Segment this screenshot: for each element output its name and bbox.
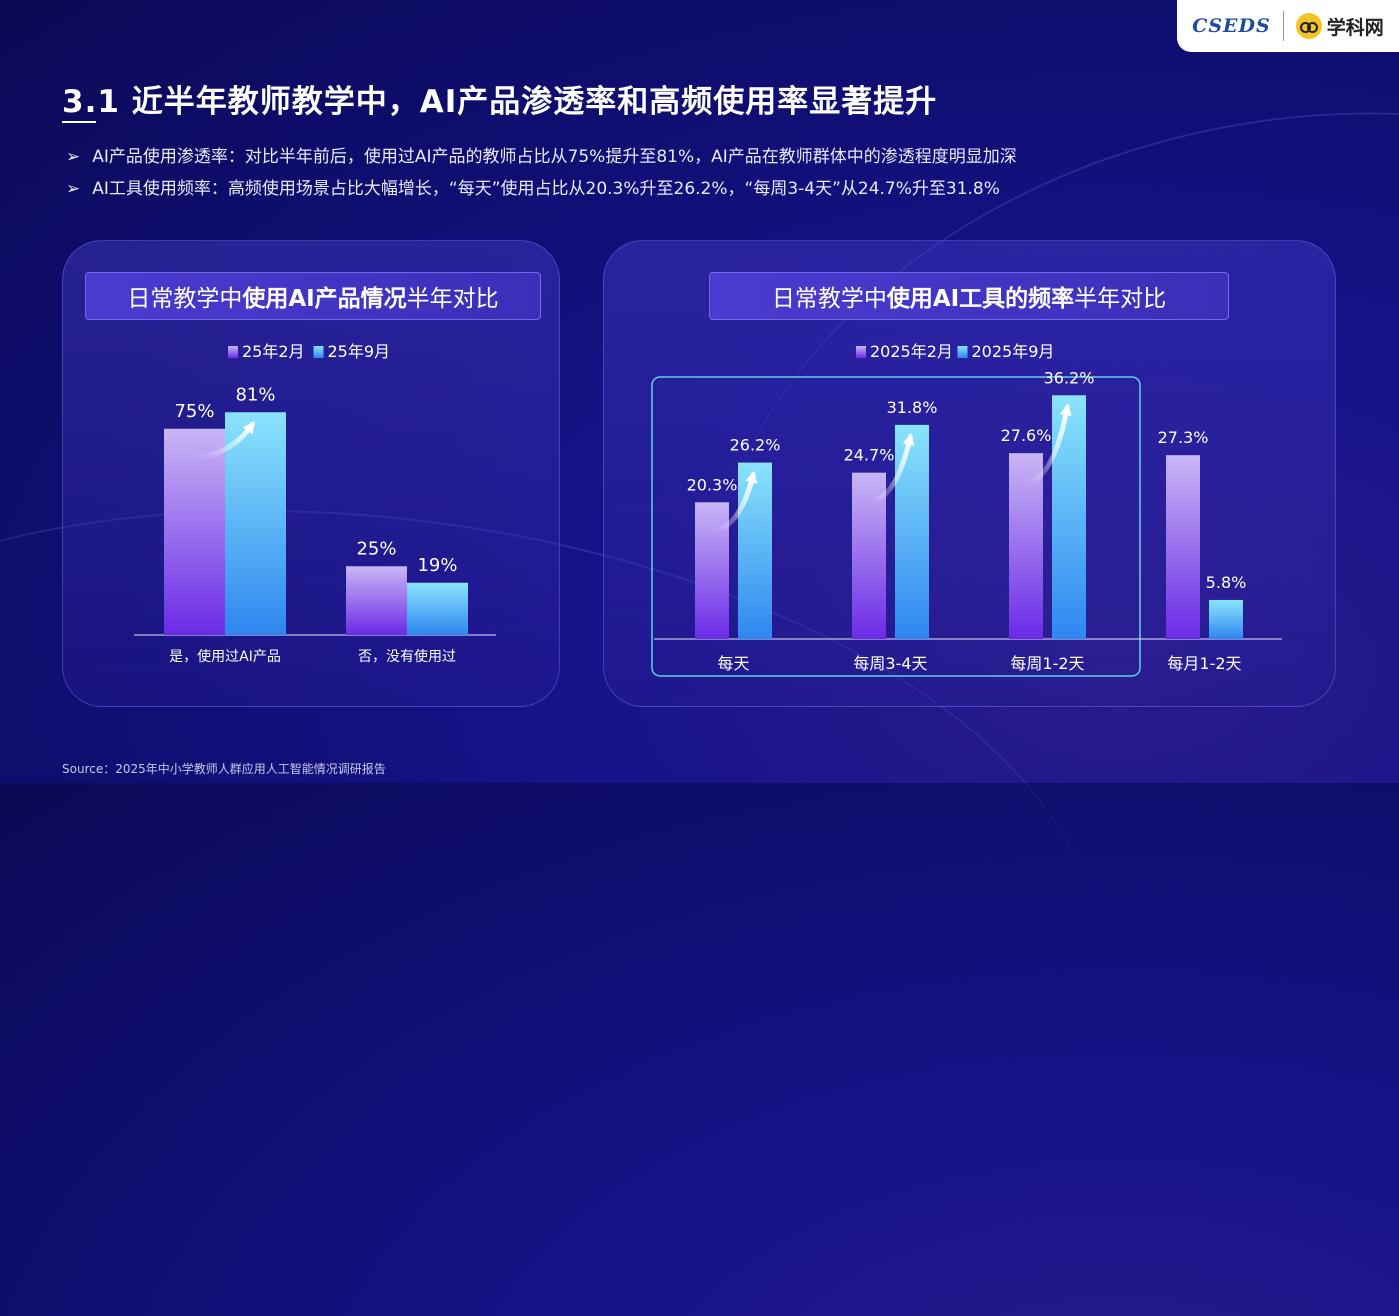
bar-series-a: [1009, 453, 1043, 639]
bullet-text: AI产品使用渗透率：对比半年前后，使用过AI产品的教师占比从75%提升至81%，…: [92, 147, 1017, 167]
category-label: 每周3-4天: [853, 654, 927, 673]
cseds-logo: CSEDS: [1192, 15, 1271, 37]
trend-arrowhead-icon: [242, 420, 255, 435]
bar-series-b: [895, 424, 929, 639]
left-title-bold: 使用AI产品情况: [242, 286, 407, 312]
left-panel-title: 日常教学中 使用AI产品情况 半年对比: [85, 272, 541, 320]
bar-series-a: [346, 566, 407, 635]
data-label: 36.2%: [1044, 368, 1095, 387]
category-label: 每周1-2天: [1010, 654, 1084, 673]
left-title-part-2: 半年对比: [406, 286, 499, 312]
data-label: 25%: [356, 538, 396, 559]
legend-swatch: [313, 346, 324, 358]
trend-arrow-icon: [1025, 404, 1070, 484]
xueke-logo-text: 学科网: [1326, 16, 1384, 39]
right-title-part-1: 日常教学中: [771, 286, 887, 312]
bar-series-a: [164, 428, 225, 635]
owl-icon: [1295, 13, 1322, 39]
right-title-part-2: 半年对比: [1074, 286, 1167, 312]
legend-swatch: [856, 346, 866, 358]
logo-area: CSEDS 学科网: [1177, 0, 1399, 52]
trend-arrow-icon: [711, 472, 756, 533]
data-label: 27.3%: [1158, 428, 1209, 447]
data-label: 26.2%: [730, 436, 781, 455]
left-title-part-1: 日常教学中: [127, 286, 243, 312]
bullet-penetration: ➢ AI产品使用渗透率：对比半年前后，使用过AI产品的教师占比从75%提升至81%…: [66, 142, 1017, 167]
bar-series-b: [407, 582, 468, 635]
page-title: 3.1 近半年教师教学中，AI产品渗透率和高频使用率显著提升: [62, 84, 938, 120]
bar-series-b: [738, 462, 772, 639]
bar-series-a: [695, 502, 729, 639]
legend-label: 2025年9月: [972, 342, 1055, 361]
trend-arrowhead-icon: [745, 470, 758, 484]
logo-divider: [1282, 11, 1284, 41]
trend-arrowhead-icon: [902, 432, 915, 447]
legend-label: 2025年2月: [870, 342, 953, 361]
arrow-bullet-icon: ➢: [66, 147, 81, 167]
data-label: 19%: [417, 555, 457, 576]
bar-series-b: [1052, 395, 1086, 639]
data-label: 31.8%: [887, 398, 938, 417]
legend-label: 25年2月: [242, 342, 305, 361]
bar-series-b: [225, 412, 286, 635]
highlight-box: [651, 376, 1141, 677]
category-label: 是，使用过AI产品: [169, 648, 281, 665]
data-label: 81%: [235, 384, 275, 405]
data-label: 20.3%: [687, 475, 738, 494]
source-note: Source：2025年中小学教师人群应用人工智能情况调研报告: [62, 762, 386, 776]
data-label: 75%: [174, 401, 214, 422]
data-label: 27.6%: [1001, 426, 1052, 445]
trend-arrow-icon: [868, 434, 913, 504]
data-label: 24.7%: [844, 446, 895, 465]
bullet-text: AI工具使用频率：高频使用场景占比大幅增长，“每天”使用占比从20.3%升至26…: [92, 179, 1000, 199]
category-label: 每天: [717, 654, 749, 673]
category-label: 每月1-2天: [1167, 654, 1241, 673]
data-label: 5.8%: [1206, 573, 1247, 592]
trend-arrowhead-icon: [1059, 403, 1072, 417]
bullet-frequency: ➢ AI工具使用频率：高频使用场景占比大幅增长，“每天”使用占比从20.3%升至2…: [66, 174, 1000, 199]
legend-swatch: [228, 346, 238, 358]
legend-swatch: [957, 346, 968, 358]
arrow-bullet-icon: ➢: [66, 179, 81, 199]
legend-label: 25年9月: [328, 342, 391, 361]
charts-canvas: 25年2月 25年9月 75% 81% 是，使用过AI产品 25% 19% 否，没有使用过 20…: [134, 342, 1282, 677]
bar-series-a: [1166, 455, 1200, 639]
bar-series-b: [1209, 599, 1243, 639]
right-panel-title: 日常教学中 使用AI工具的频率 半年对比: [709, 272, 1229, 320]
category-label: 否，没有使用过: [358, 648, 456, 665]
right-title-bold: 使用AI工具的频率: [886, 286, 1075, 312]
title-underline: [62, 121, 96, 123]
xueke-logo: 学科网: [1295, 13, 1384, 40]
